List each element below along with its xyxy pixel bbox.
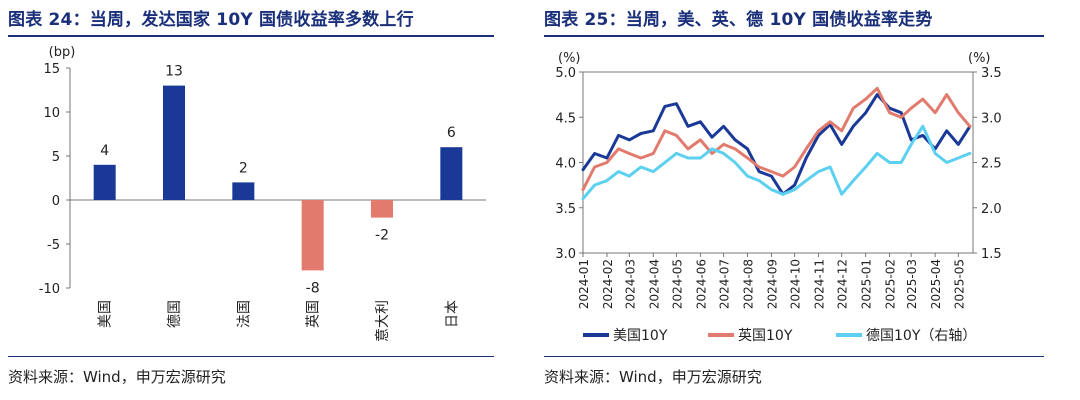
bar-source-divider xyxy=(8,356,494,357)
line-right-tick-label: 3.5 xyxy=(981,66,1002,81)
line-right-tick-label: 2.5 xyxy=(981,157,1002,172)
bar-data-label: 6 xyxy=(447,125,456,141)
line-right-tick-label: 2.0 xyxy=(981,202,1002,217)
line-source-divider xyxy=(544,356,1044,357)
line-x-tick-label: 2024-05 xyxy=(670,259,684,309)
bar-y-tick-label: 10 xyxy=(43,106,60,121)
line-x-tick-label: 2024-09 xyxy=(765,259,779,309)
line-left-tick-label: 3.5 xyxy=(555,202,576,217)
bar-category-label: 意大利 xyxy=(374,300,391,342)
line-x-tick-label: 2025-02 xyxy=(884,259,898,309)
line-left-tick-label: 4.5 xyxy=(555,111,576,126)
line-x-tick-label: 2025-05 xyxy=(952,259,966,309)
bar-y-tick-label: 15 xyxy=(43,62,60,77)
bar-y-tick-label: 0 xyxy=(52,194,60,209)
bar-y-tick-label: 5 xyxy=(52,150,60,165)
bar-category-label: 德国 xyxy=(167,300,183,328)
line-right-tick-label: 1.5 xyxy=(981,247,1002,262)
bar-chart-source: 资料来源：Wind，申万宏源研究 xyxy=(8,368,226,386)
bar xyxy=(163,85,185,200)
bar-y-tick-label: -5 xyxy=(47,238,60,253)
bar xyxy=(232,182,255,200)
bar-chart-svg: (bp) 15 10 5 0 -5 -10 4 美国 13 德国 2 法国 -8 英国 -2 意大利 6 日本 xyxy=(39,45,486,342)
line-series-3 xyxy=(581,124,972,201)
bar-category-label: 英国 xyxy=(305,300,322,328)
line-x-tick-label: 2025-04 xyxy=(929,259,943,309)
line-left-tick-label: 4.0 xyxy=(555,157,576,172)
bar-data-label: -2 xyxy=(375,228,389,244)
bar-category-label: 美国 xyxy=(98,300,114,328)
line-left-unit: (%) xyxy=(558,51,581,66)
bar-y-tick-label: -10 xyxy=(39,282,60,297)
line-x-tick-label: 2024-01 xyxy=(577,259,591,309)
legend-label: 英国10Y xyxy=(738,327,793,344)
line-x-tick-label: 2024-10 xyxy=(789,259,803,309)
line-x-tick-label: 2024-08 xyxy=(741,259,755,309)
bar-data-label: -8 xyxy=(306,280,320,296)
line-left-tick-label: 5.0 xyxy=(555,66,576,81)
line-x-tick-label: 2025-03 xyxy=(905,259,919,309)
bar-data-label: 4 xyxy=(100,143,109,159)
line-chart-svg: (%) (%)5.04.54.03.53.03.53.02.52.01.52024… xyxy=(555,51,1002,344)
line-right-unit: (%) xyxy=(968,51,991,66)
bar-unit-label: (bp) xyxy=(49,45,76,60)
line-x-tick-label: 2024-03 xyxy=(623,259,637,309)
line-x-tick-label: 2024-04 xyxy=(647,259,661,309)
bar-category-label: 法国 xyxy=(236,300,252,328)
bar-data-label: 13 xyxy=(165,64,183,80)
line-x-tick-label: 2024-02 xyxy=(601,259,615,309)
bar-category-label: 日本 xyxy=(444,300,460,328)
legend-label: 德国10Y（右轴） xyxy=(866,328,976,344)
bar-data-label: 2 xyxy=(239,160,248,176)
line-x-tick-label: 2024-07 xyxy=(718,259,732,309)
bar xyxy=(301,200,324,271)
line-left-tick-label: 3.0 xyxy=(555,247,576,262)
bar xyxy=(93,164,116,200)
line-series-2 xyxy=(581,86,972,192)
line-chart-panel: 图表 25：当周，美、英、德 10Y 国债收益率走势 (%) (%) 5.0 4.5 4… xyxy=(536,0,1080,400)
line-series-1 xyxy=(581,93,972,196)
line-chart-title: 图表 25：当周，美、英、德 10Y 国债收益率走势 xyxy=(544,10,933,30)
line-x-tick-label: 2024-12 xyxy=(836,259,850,309)
bar-title-divider xyxy=(8,35,494,37)
bar xyxy=(371,200,393,218)
bar-chart-panel: 图表 24：当周，发达国家 10Y 国债收益率多数上行 (bp) 15 10 5 0 -5… xyxy=(0,0,520,400)
line-right-tick-label: 3.0 xyxy=(981,111,1002,126)
line-x-tick-label: 2024-06 xyxy=(694,259,708,309)
legend-label: 美国10Y xyxy=(613,328,668,344)
line-title-divider xyxy=(544,35,1044,37)
line-x-tick-label: 2025-01 xyxy=(860,259,874,309)
line-plot-frame xyxy=(582,71,974,254)
bar xyxy=(440,147,463,200)
line-chart-source: 资料来源：Wind，申万宏源研究 xyxy=(544,368,762,386)
line-x-tick-label: 2024-11 xyxy=(813,259,827,309)
bar-chart-title: 图表 24：当周，发达国家 10Y 国债收益率多数上行 xyxy=(8,10,414,30)
